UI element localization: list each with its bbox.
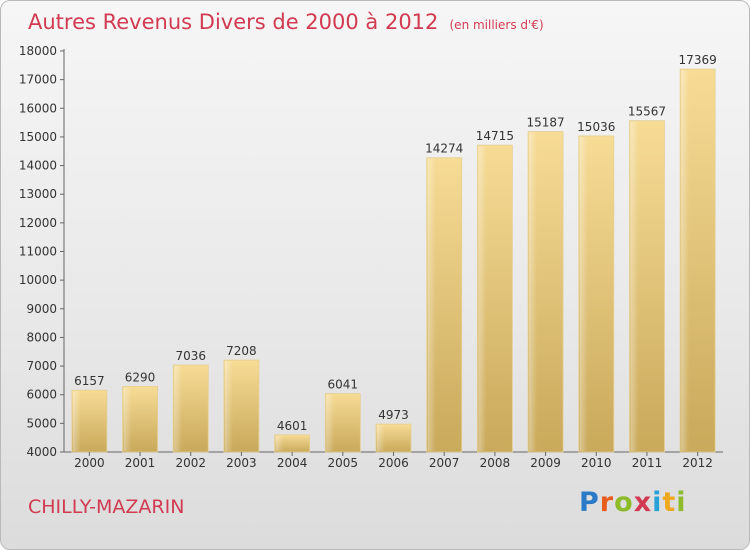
proxiti-logo: Proxiti	[579, 487, 687, 518]
y-tick-label: 4000	[26, 445, 57, 459]
y-tick-label: 13000	[19, 187, 57, 201]
y-tick-label: 18000	[19, 44, 57, 58]
x-tick-label: 2009	[530, 456, 561, 470]
x-tick-label: 2001	[125, 456, 156, 470]
y-tick-label: 8000	[26, 330, 57, 344]
bar-value-label: 4973	[378, 408, 409, 422]
y-tick-label: 10000	[19, 273, 57, 287]
bar-highlight	[478, 146, 487, 451]
logo-letter: r	[599, 487, 615, 518]
x-tick-label: 2010	[581, 456, 612, 470]
x-tick-label: 2008	[480, 456, 511, 470]
bar-highlight	[529, 132, 538, 451]
bar-highlight	[72, 391, 81, 451]
y-tick-label: 12000	[19, 216, 57, 230]
bar-highlight	[174, 366, 183, 451]
x-tick-label: 2002	[175, 456, 206, 470]
bar-highlight	[123, 387, 132, 451]
bar-highlight	[427, 158, 436, 452]
bar-value-label: 15567	[628, 105, 666, 119]
y-tick-label: 17000	[19, 73, 57, 87]
bar-value-label: 7208	[226, 344, 257, 358]
bar-value-label: 14274	[425, 142, 463, 156]
bar-value-label: 15187	[526, 116, 564, 130]
y-tick-label: 5000	[26, 416, 57, 430]
bar-highlight	[224, 361, 233, 451]
bar-highlight	[275, 435, 284, 451]
bar-highlight	[630, 121, 639, 451]
y-tick-label: 16000	[19, 101, 57, 115]
logo-letter: x	[633, 487, 653, 518]
x-tick-label: 2004	[277, 456, 308, 470]
logo-letter: P	[579, 487, 600, 518]
logo-letter: o	[614, 487, 634, 518]
chart-title-text: Autres Revenus Divers de 2000 à 2012	[28, 10, 439, 34]
y-tick-label: 11000	[19, 245, 57, 259]
bar-highlight	[579, 136, 588, 451]
x-tick-label: 2006	[378, 456, 409, 470]
x-tick-label: 2003	[226, 456, 257, 470]
logo-letter: t	[662, 487, 677, 518]
chart-title: Autres Revenus Divers de 2000 à 2012 (en…	[28, 10, 544, 34]
bar-value-label: 4601	[277, 419, 308, 433]
bar-value-label: 7036	[175, 349, 206, 363]
x-tick-label: 2007	[429, 456, 460, 470]
x-tick-label: 2000	[74, 456, 105, 470]
commune-name: CHILLY-MAZARIN	[28, 496, 185, 518]
bar-value-label: 6290	[125, 370, 156, 384]
y-tick-label: 15000	[19, 130, 57, 144]
bar-highlight	[681, 70, 690, 452]
bar-value-label: 15036	[577, 120, 615, 134]
chart-unit: (en milliers d'€)	[449, 18, 544, 32]
logo-letter: i	[676, 487, 687, 518]
bar-highlight	[377, 425, 385, 451]
bar-highlight	[326, 394, 335, 451]
bar-value-label: 17369	[679, 53, 717, 67]
x-tick-label: 2011	[632, 456, 663, 470]
x-tick-label: 2005	[328, 456, 359, 470]
y-tick-label: 6000	[26, 388, 57, 402]
x-tick-label: 2012	[682, 456, 713, 470]
y-tick-label: 9000	[26, 302, 57, 316]
bar-value-label: 6157	[74, 374, 105, 388]
logo-letter: i	[652, 487, 663, 518]
bar-value-label: 14715	[476, 129, 514, 143]
bar-value-label: 6041	[328, 378, 359, 392]
y-tick-label: 7000	[26, 359, 57, 373]
y-tick-label: 14000	[19, 159, 57, 173]
